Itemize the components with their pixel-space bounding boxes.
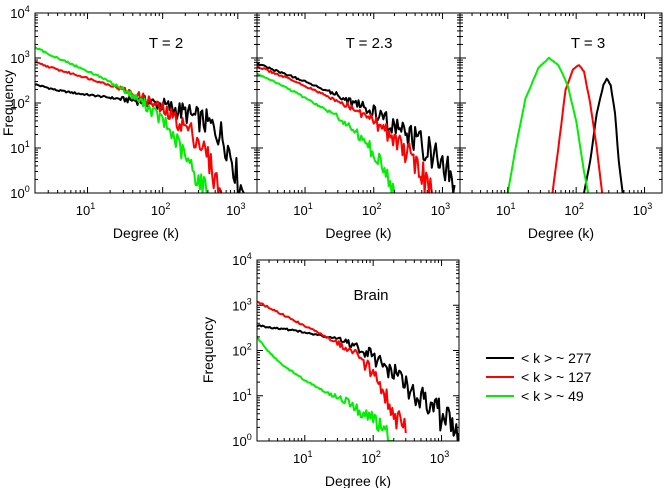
x-tick-label: 103 (226, 201, 245, 218)
series-line-k127 (257, 300, 407, 434)
x-axis-label: Degree (k) (325, 473, 391, 488)
series-line-k49 (257, 72, 396, 193)
series-group (35, 46, 245, 193)
series-line-k127 (551, 64, 604, 193)
series-group (506, 56, 624, 193)
series-line-k127 (257, 65, 433, 193)
panel-3: 101 102 103 T = 3 Degree (k) (459, 12, 663, 241)
y-tick-label: 103 (232, 296, 251, 313)
y-tick-label: 101 (10, 139, 29, 156)
x-tick-label: 102 (564, 201, 583, 218)
y-tick-label: 100 (10, 184, 29, 201)
x-tick-label: 101 (496, 201, 515, 218)
x-tick-label: 102 (361, 449, 380, 466)
x-axis-label: Degree (k) (113, 225, 179, 241)
x-tick-label: 102 (151, 201, 170, 218)
y-tick-label: 100 (232, 432, 251, 449)
panel-1: 101 102 103 100 101 102 103 104 T = 2 Degree (k) F… (0, 4, 258, 241)
plot-frame (459, 12, 663, 194)
y-tick-label: 102 (232, 342, 251, 359)
x-axis-label: Degree (k) (528, 225, 594, 241)
panel-4: 101 102 103 100 101 102 103 104 Brain Degree (k) F… (200, 251, 460, 488)
x-tick-label: 101 (293, 449, 312, 466)
x-tick-label: 103 (431, 201, 450, 218)
series-group (257, 62, 456, 193)
x-tick-label: 102 (362, 201, 381, 218)
y-tick-label: 104 (232, 251, 251, 268)
x-axis-label: Degree (k) (325, 225, 391, 241)
panel-title: T = 2 (149, 35, 183, 52)
panel-2: 101 102 103 T = 2.3 Degree (k) (256, 12, 461, 241)
series-line-k49 (257, 336, 394, 441)
series-line-k277 (35, 83, 245, 193)
x-tick-label: 103 (633, 201, 652, 218)
series-group (257, 300, 459, 441)
y-tick-label: 102 (10, 94, 29, 111)
series-line-k277 (257, 324, 459, 441)
y-axis-label: Frequency (200, 317, 216, 383)
x-tick-label: 101 (76, 201, 95, 218)
panel-title: T = 2.3 (346, 35, 393, 52)
x-tick-label: 103 (430, 449, 449, 466)
legend-label: < k > ~ 127 (521, 369, 592, 385)
series-line-k277 (257, 62, 456, 193)
series-line-k49 (506, 56, 590, 193)
y-tick-label: 103 (10, 49, 29, 66)
panel-title: Brain (353, 287, 388, 304)
series-line-k277 (583, 77, 624, 193)
y-tick-label: 104 (10, 4, 29, 21)
series-line-k127 (35, 61, 223, 193)
x-tick-label: 101 (293, 201, 312, 218)
series-line-k49 (35, 46, 209, 193)
y-axis-label: Frequency (0, 70, 16, 136)
legend-label: < k > ~ 49 (521, 388, 584, 404)
y-tick-label: 101 (232, 387, 251, 404)
legend: < k > ~ 277 < k > ~ 127 < k > ~ 49 (486, 350, 592, 404)
panel-title: T = 3 (571, 35, 605, 52)
legend-label: < k > ~ 277 (521, 350, 592, 366)
